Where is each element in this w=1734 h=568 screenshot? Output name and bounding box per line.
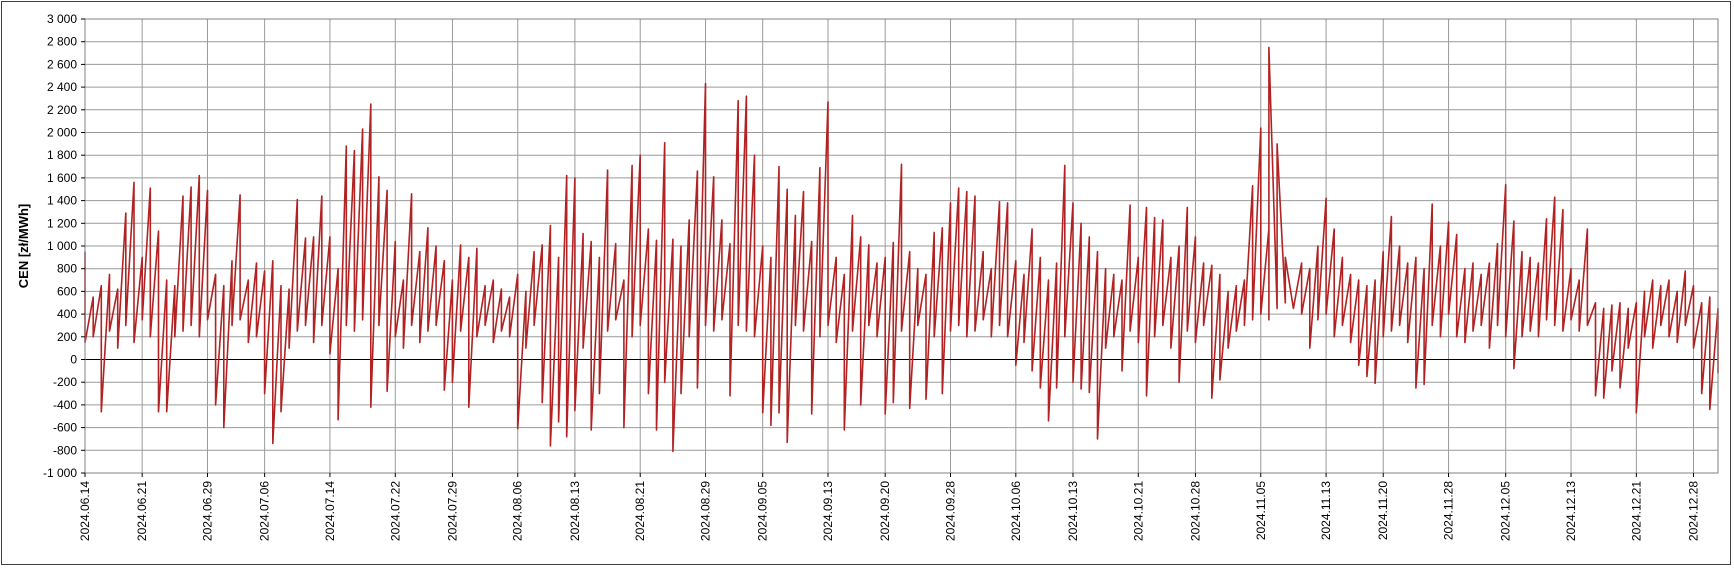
x-tick-label: 2024.06.21 xyxy=(135,481,149,541)
x-tick-label: 2024.09.20 xyxy=(878,481,892,541)
x-tick-label: 2024.06.14 xyxy=(78,481,92,541)
y-tick-label: 2 600 xyxy=(47,57,77,71)
y-tick-label: -800 xyxy=(53,443,77,457)
y-tick-label: 3 000 xyxy=(47,12,77,26)
x-tick-label: 2024.09.05 xyxy=(756,481,770,541)
x-tick-label: 2024.07.29 xyxy=(445,481,459,541)
y-tick-label: 1 400 xyxy=(47,194,77,208)
y-axis: -1 000 -800 -600 -400 -200 0 200 400 600 800 1 000… xyxy=(43,12,85,480)
x-tick-label: 2024.06.29 xyxy=(200,481,214,541)
x-tick-label: 2024.09.13 xyxy=(821,481,835,541)
x-tick-label: 2024.12.13 xyxy=(1564,481,1578,541)
x-tick-label: 2024.09.28 xyxy=(943,481,957,541)
x-tick-label: 2024.10.28 xyxy=(1188,481,1202,541)
y-tick-label: -400 xyxy=(53,398,77,412)
y-tick-label: 1 200 xyxy=(47,216,77,230)
series-layer xyxy=(84,46,1719,453)
y-tick-label: 600 xyxy=(57,284,77,298)
y-tick-label: 400 xyxy=(57,307,77,321)
y-tick-label: 2 000 xyxy=(47,126,77,140)
x-axis: 2024.06.14 2024.06.21 2024.06.29 2024.07.06… xyxy=(78,473,1701,541)
price-series-line xyxy=(84,46,1719,453)
y-tick-label: 0 xyxy=(70,353,77,367)
x-tick-label: 2024.10.21 xyxy=(1131,481,1145,541)
y-tick-label: 1 000 xyxy=(47,239,77,253)
y-tick-label: 2 200 xyxy=(47,103,77,117)
x-tick-label: 2024.10.13 xyxy=(1066,481,1080,541)
x-tick-label: 2024.08.06 xyxy=(511,481,525,541)
x-tick-label: 2024.08.21 xyxy=(633,481,647,541)
x-tick-label: 2024.12.21 xyxy=(1629,481,1643,541)
y-tick-label: 1 800 xyxy=(47,148,77,162)
y-tick-label: 200 xyxy=(57,330,77,344)
x-tick-label: 2024.11.28 xyxy=(1442,481,1456,540)
x-tick-label: 2024.11.20 xyxy=(1376,481,1390,540)
x-tick-label: 2024.07.22 xyxy=(388,481,402,541)
x-tick-label: 2024.08.29 xyxy=(699,481,713,541)
y-tick-label: 2 800 xyxy=(47,35,77,49)
x-tick-label: 2024.07.14 xyxy=(323,481,337,541)
y-tick-label: 800 xyxy=(57,262,77,276)
x-tick-label: 2024.12.28 xyxy=(1687,481,1701,541)
y-tick-label: 1 600 xyxy=(47,171,77,185)
y-tick-label: 2 400 xyxy=(47,80,77,94)
x-tick-label: 2024.12.05 xyxy=(1499,481,1513,541)
x-tick-label: 2024.11.05 xyxy=(1254,481,1268,540)
y-axis-title: CEN [zł/MWh] xyxy=(16,204,31,288)
x-tick-label: 2024.08.13 xyxy=(568,481,582,541)
y-tick-label: -600 xyxy=(53,421,77,435)
y-tick-label: -200 xyxy=(53,375,77,389)
y-tick-label: -1 000 xyxy=(43,466,77,480)
x-tick-label: 2024.11.13 xyxy=(1319,481,1333,540)
x-tick-label: 2024.07.06 xyxy=(258,481,272,541)
x-tick-label: 2024.10.06 xyxy=(1009,481,1023,541)
